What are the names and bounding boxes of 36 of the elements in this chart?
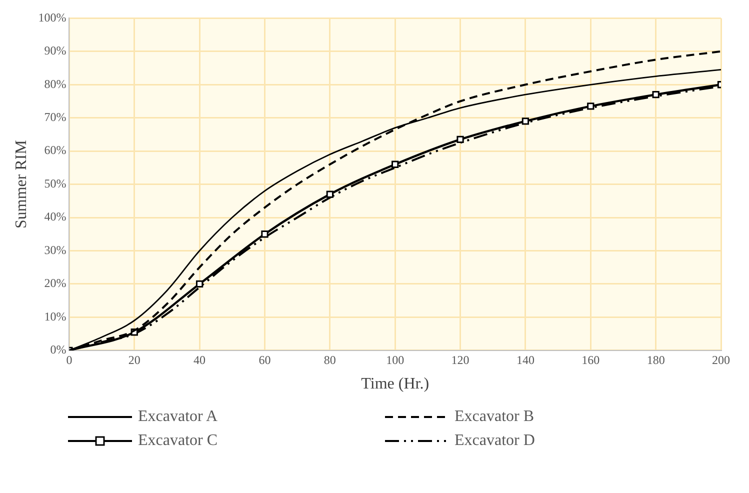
y-tick-label: 60% bbox=[44, 143, 66, 158]
x-tick-label: 0 bbox=[66, 352, 72, 367]
point bbox=[196, 280, 204, 288]
y-tick-label: 90% bbox=[44, 44, 66, 58]
y-tick-label: 100% bbox=[38, 10, 66, 24]
legend-label: Excavator B bbox=[454, 408, 534, 426]
y-tick-label: 10% bbox=[44, 309, 66, 324]
y-axis-title: Summer RIM bbox=[12, 140, 30, 229]
x-tick-label: 100 bbox=[386, 352, 404, 367]
y-tick-label: 20% bbox=[44, 276, 66, 290]
point bbox=[326, 190, 334, 198]
y-tick-label: 80% bbox=[44, 76, 66, 91]
point bbox=[587, 102, 594, 110]
x-tick-label: 200 bbox=[712, 352, 730, 367]
y-tick-label: 70% bbox=[44, 110, 66, 124]
legend-label: Excavator C bbox=[138, 432, 218, 450]
point bbox=[456, 136, 464, 144]
x-tick-label: 140 bbox=[516, 352, 534, 367]
y-tick-label: 50% bbox=[44, 176, 66, 190]
y-tick-label: 40% bbox=[44, 210, 66, 224]
point bbox=[261, 230, 268, 238]
x-tick-label: 20 bbox=[128, 352, 140, 367]
y-tick-label: 0% bbox=[50, 342, 66, 357]
point bbox=[652, 91, 660, 98]
x-tick-label: 80 bbox=[324, 352, 336, 367]
point bbox=[392, 160, 399, 168]
x-tick-label: 40 bbox=[194, 352, 206, 367]
x-tick-label: 60 bbox=[258, 352, 271, 367]
legend-label: Excavator A bbox=[138, 408, 218, 426]
y-tick-label: 30% bbox=[44, 242, 66, 257]
legend-label: Excavator D bbox=[454, 432, 535, 450]
x-tick-label: 180 bbox=[646, 352, 665, 367]
point bbox=[522, 118, 530, 125]
x-tick-label: 160 bbox=[582, 352, 600, 367]
x-axis-title: Time (Hr.) bbox=[361, 376, 430, 393]
x-tick-label: 120 bbox=[451, 352, 470, 367]
